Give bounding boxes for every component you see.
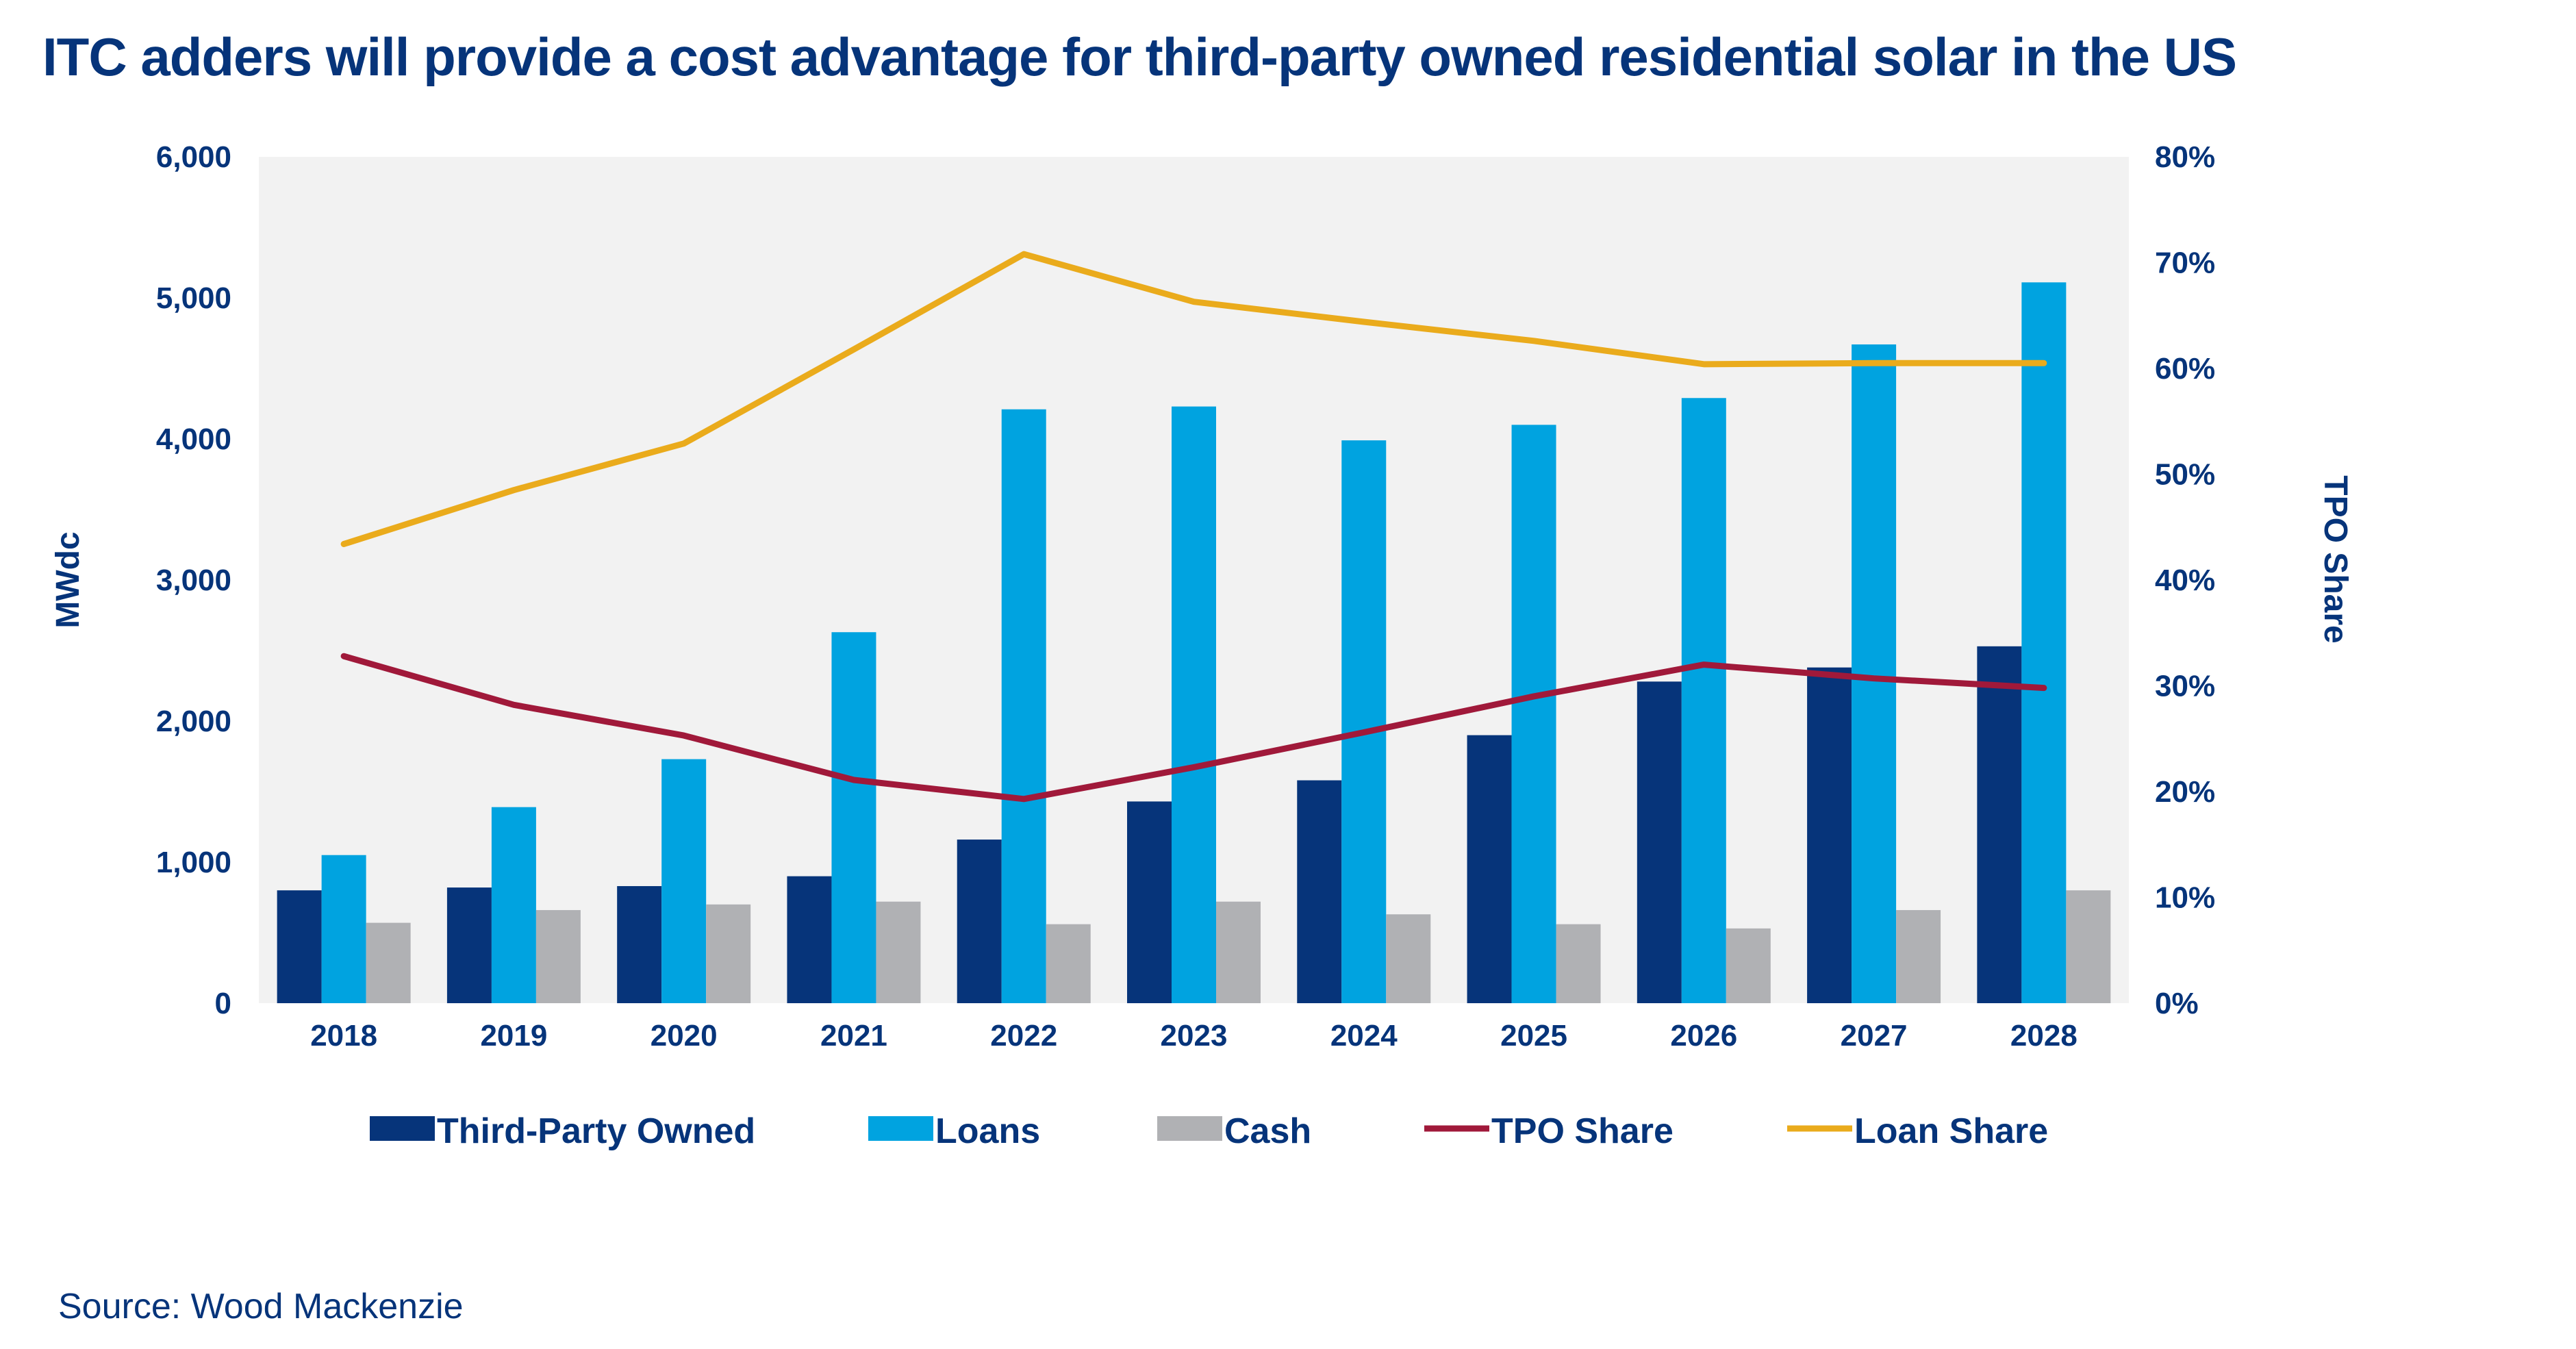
y2-tick-label: 0% <box>2155 987 2199 1020</box>
y2-axis-label: TPO Share <box>2317 475 2353 643</box>
bar-third-party-owned <box>1297 780 1342 1003</box>
chart-title: ITC adders will provide a cost advantage… <box>42 27 2237 87</box>
bar-loans <box>321 855 366 1003</box>
bar-cash <box>2066 890 2111 1003</box>
bar-loans <box>1341 440 1387 1003</box>
y-tick-label: 0 <box>215 987 231 1020</box>
bar-third-party-owned <box>446 887 492 1003</box>
bar-loans <box>1511 425 1556 1003</box>
y2-tick-label: 60% <box>2155 352 2215 386</box>
bar-loans <box>1001 409 1046 1003</box>
line-tpo-share <box>340 653 2047 803</box>
bar-loans <box>1172 406 1216 1003</box>
bar-third-party-owned <box>277 890 322 1003</box>
bar-third-party-owned <box>1807 667 1852 1003</box>
bar-third-party-owned <box>957 840 1002 1003</box>
x-tick-label: 2028 <box>2010 1019 2078 1052</box>
y2-tick-label: 10% <box>2155 881 2215 915</box>
legend-label-loans: Loans <box>935 1111 1040 1151</box>
legend-swatch-cash <box>1157 1116 1222 1141</box>
x-tick-label: 2018 <box>310 1019 377 1052</box>
x-tick-label: 2024 <box>1330 1019 1398 1052</box>
y2-tick-label: 30% <box>2155 670 2215 703</box>
x-tick-label: 2023 <box>1161 1019 1228 1052</box>
bar-cash <box>1896 910 1941 1003</box>
bar-cash <box>1386 914 1431 1003</box>
legend-label-tpo-share: TPO Share <box>1491 1111 1674 1151</box>
x-tick-label: 2020 <box>651 1019 718 1052</box>
legend-swatch-third-party-owned <box>370 1116 435 1141</box>
y2-tick-label: 20% <box>2155 775 2215 809</box>
bar-third-party-owned <box>1467 735 1512 1003</box>
bar-third-party-owned <box>1637 681 1682 1003</box>
legend-swatch-loans <box>868 1116 933 1141</box>
bar-cash <box>706 904 751 1003</box>
bar-third-party-owned <box>617 886 662 1003</box>
y-tick-label: 1,000 <box>156 846 231 879</box>
legend-label-cash: Cash <box>1224 1111 1311 1151</box>
bar-loans <box>1852 344 1897 1004</box>
bar-loans <box>491 807 536 1003</box>
bar-cash <box>1726 928 1771 1003</box>
bar-third-party-owned <box>1127 801 1172 1003</box>
bar-cash <box>535 910 581 1003</box>
bar-cash <box>876 901 921 1003</box>
x-tick-label: 2022 <box>990 1019 1057 1052</box>
y2-tick-label: 70% <box>2155 247 2215 280</box>
bar-third-party-owned <box>1977 646 2022 1003</box>
bar-loans <box>2021 282 2067 1004</box>
y2-tick-label: 80% <box>2155 140 2215 174</box>
legend-label-loan-share: Loan Share <box>1854 1111 2048 1151</box>
line-loan-share <box>340 251 2047 547</box>
x-tick-label: 2026 <box>1670 1019 1737 1052</box>
x-tick-label: 2019 <box>480 1019 547 1052</box>
y-tick-label: 6,000 <box>156 140 231 174</box>
bar-loans <box>661 759 707 1003</box>
x-tick-label: 2027 <box>1841 1019 1908 1052</box>
bar-cash <box>1216 901 1261 1003</box>
legend-label-third-party-owned: Third-Party Owned <box>437 1111 755 1151</box>
bar-cash <box>366 922 411 1003</box>
bar-loans <box>831 632 876 1003</box>
bar-loans <box>1681 398 1726 1003</box>
bar-cash <box>1556 924 1601 1003</box>
y-tick-label: 3,000 <box>156 564 231 597</box>
x-tick-label: 2021 <box>820 1019 887 1052</box>
bar-cash <box>1046 924 1091 1003</box>
source-note: Source: Wood Mackenzie <box>58 1287 464 1326</box>
y-axis-label: MWdc <box>50 531 86 628</box>
y-tick-label: 2,000 <box>156 705 231 738</box>
bar-third-party-owned <box>787 876 832 1003</box>
y-tick-label: 4,000 <box>156 423 231 456</box>
y-tick-label: 5,000 <box>156 281 231 315</box>
y2-tick-label: 50% <box>2155 458 2215 492</box>
y2-tick-label: 40% <box>2155 564 2215 597</box>
x-tick-label: 2025 <box>1500 1019 1567 1052</box>
